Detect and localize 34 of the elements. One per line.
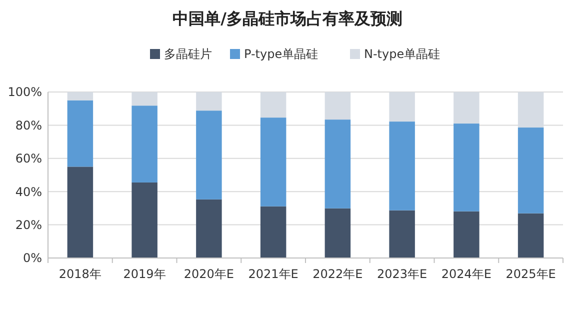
bar (454, 124, 480, 212)
x-tick-label: 2018年 (58, 267, 102, 281)
bar (389, 210, 415, 258)
bar (260, 206, 286, 258)
legend-label: 多晶硅片 (164, 47, 212, 61)
bar (67, 100, 94, 167)
bar (132, 182, 158, 258)
bar (324, 120, 351, 208)
legend-label: P-type单晶硅 (244, 47, 318, 61)
bar (518, 128, 544, 214)
bar (196, 110, 222, 200)
x-tick-label: 2020年E (184, 267, 234, 281)
y-tick-label: 20% (15, 218, 42, 232)
x-tick-label: 2024年E (441, 267, 492, 281)
bar (389, 122, 415, 210)
x-tick-label: 2023年E (377, 267, 428, 281)
bar (324, 208, 351, 258)
x-tick-label: 2019年 (123, 267, 166, 281)
chart-title: 中国单/多晶硅市场占有率及预测 (172, 9, 402, 28)
legend-label: N-type单晶硅 (364, 47, 440, 61)
x-tick-label: 2021年E (248, 267, 298, 281)
y-tick-label: 0% (22, 251, 42, 266)
y-tick-label: 80% (15, 118, 42, 132)
x-tick-label: 2022年E (312, 267, 363, 281)
bar (260, 118, 286, 206)
bar (518, 213, 544, 258)
bar (196, 199, 222, 258)
y-tick-label: 40% (15, 184, 42, 199)
y-tick-label: 100% (8, 85, 42, 100)
bar (67, 166, 94, 258)
bar (132, 106, 158, 182)
bar (454, 211, 480, 258)
y-tick-label: 60% (15, 152, 42, 166)
x-tick-label: 2025年E (506, 267, 556, 281)
